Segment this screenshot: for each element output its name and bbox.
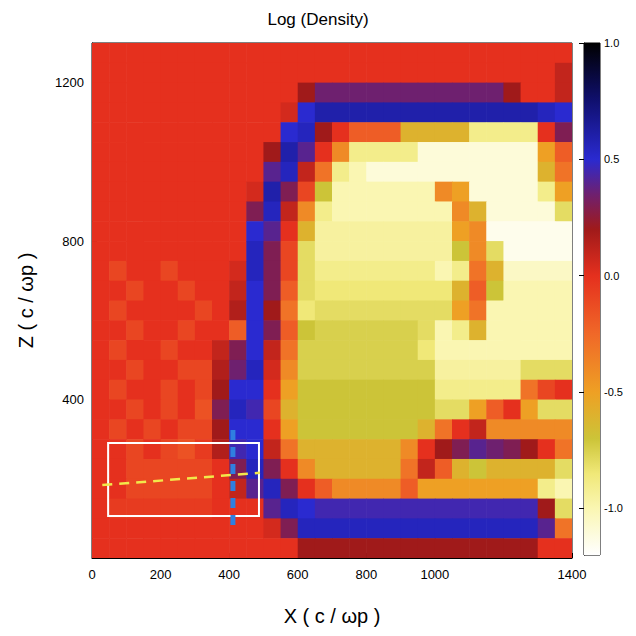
svg-text:-0.5: -0.5 [604,386,623,398]
svg-text:1.0: 1.0 [604,37,619,49]
svg-text:400: 400 [62,392,84,407]
svg-text:1000: 1000 [420,567,449,582]
svg-text:800: 800 [62,234,84,249]
svg-text:400: 400 [218,567,240,582]
svg-text:600: 600 [287,567,309,582]
svg-text:Z ( c / ωp ): Z ( c / ωp ) [15,253,37,349]
svg-text:800: 800 [355,567,377,582]
svg-text:0.0: 0.0 [604,270,619,282]
svg-text:1200: 1200 [55,75,84,90]
svg-text:200: 200 [150,567,172,582]
svg-text:1400: 1400 [558,567,587,582]
svg-text:Log (Density): Log (Density) [267,10,368,29]
svg-text:0.5: 0.5 [604,153,619,165]
svg-text:X ( c / ωp ): X ( c / ωp ) [284,605,381,627]
svg-text:0: 0 [88,567,95,582]
svg-text:-1.0: -1.0 [604,502,623,514]
